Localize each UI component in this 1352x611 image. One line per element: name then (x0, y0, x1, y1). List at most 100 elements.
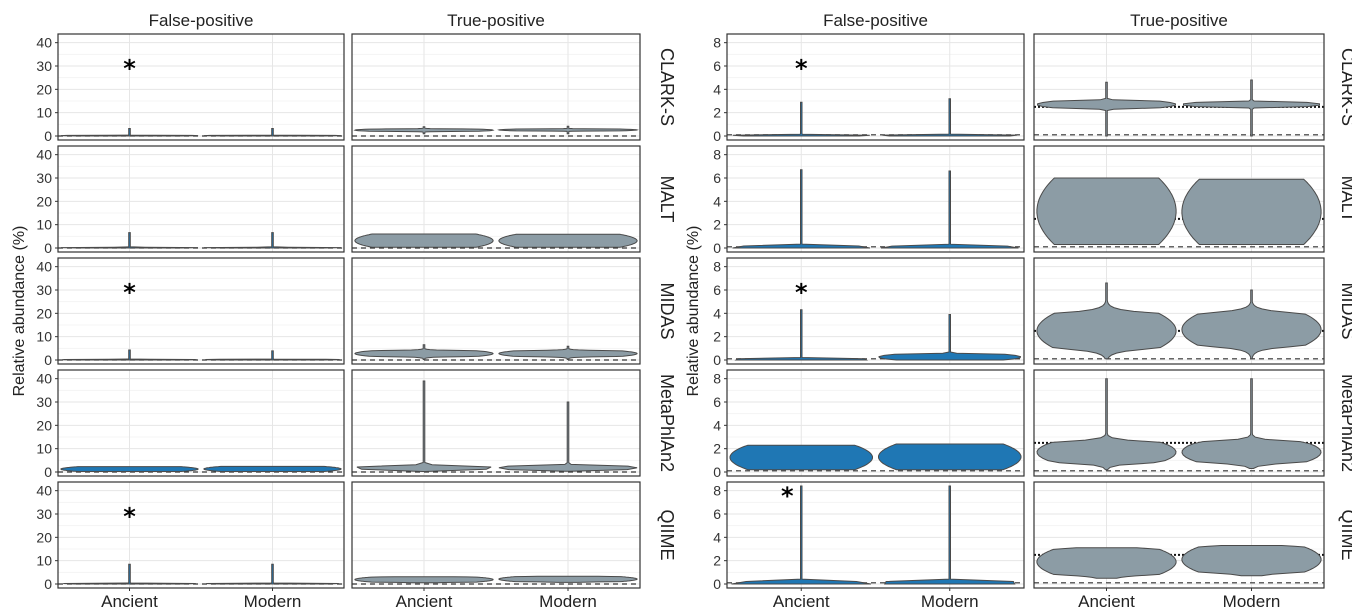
y-tick-label: 20 (36, 305, 52, 321)
cell-background (58, 482, 344, 588)
significance-star: * (123, 278, 136, 306)
violin-ancient (732, 169, 871, 249)
cell-background (727, 34, 1024, 140)
column-title: True-positive (1130, 11, 1228, 30)
y-axis-label: Relative abundance (%) (11, 226, 28, 397)
cell-border (57, 481, 345, 589)
violin-modern (205, 350, 340, 361)
x-tick-label: Ancient (396, 592, 453, 611)
significance-star: * (795, 54, 808, 82)
significance-star: * (795, 278, 808, 306)
row-strip-label: MALT (657, 176, 677, 223)
y-tick-label: 8 (713, 371, 721, 387)
cell-background (58, 146, 344, 252)
cell-border (726, 257, 1025, 365)
violin-ancient (60, 466, 199, 472)
y-tick-label: 10 (36, 105, 52, 121)
violin-ancient (1036, 282, 1177, 360)
y-tick-label: 40 (36, 35, 52, 51)
violin-ancient (60, 128, 199, 137)
facet-cell: Ancient Modern (351, 481, 641, 611)
violin-ancient (1036, 547, 1177, 579)
row-strip-label: MetaPhlAn2 (1338, 374, 1352, 472)
y-tick-label: 6 (713, 170, 721, 186)
cell-background (58, 258, 344, 364)
y-tick-label: 0 (44, 464, 52, 480)
cell-border (351, 369, 641, 477)
cell-border (351, 257, 641, 365)
row-strip-label: MetaPhlAn2 (657, 374, 677, 472)
violin-ancient (729, 444, 873, 471)
row-strip-label: CLARK-S (657, 48, 677, 126)
column-title: False-positive (149, 11, 254, 30)
row-strip-label: QIIME (657, 509, 677, 560)
x-tick-label: Ancient (101, 592, 158, 611)
y-tick-label: 6 (713, 282, 721, 298)
cell-background (727, 146, 1024, 252)
cell-border (726, 481, 1025, 589)
y-tick-label: 4 (713, 529, 721, 545)
facet-cell (1033, 33, 1325, 141)
violin-panel-2: False-positive True-positive Relative abun… (685, 11, 1352, 611)
y-tick-label: 10 (36, 329, 52, 345)
cell-border (57, 369, 345, 477)
facet-cell (351, 145, 641, 253)
y-tick-label: 6 (713, 394, 721, 410)
facet-cell: 0 10 20 30 40 * Ancient Modern (36, 481, 345, 611)
y-tick-label: 40 (36, 147, 52, 163)
cell-background (58, 34, 344, 140)
violin-modern (203, 465, 342, 472)
y-tick-label: 20 (36, 81, 52, 97)
y-tick-label: 30 (36, 394, 52, 410)
y-tick-label: 0 (44, 576, 52, 592)
y-tick-label: 2 (713, 553, 721, 569)
violin-modern (878, 314, 1022, 361)
facet-cell: 0 2 4 6 8 (713, 369, 1025, 480)
violin-ancient (734, 309, 869, 361)
facet-cell: 0 10 20 30 40 * (36, 33, 345, 144)
y-tick-label: 0 (713, 128, 721, 144)
row-strip-label: MIDAS (657, 282, 677, 339)
y-tick-label: 10 (36, 441, 52, 457)
facet-cell (1033, 257, 1325, 365)
x-tick-label: Modern (1223, 592, 1281, 611)
y-tick-label: 2 (713, 105, 721, 121)
cell-border (1033, 33, 1325, 141)
violin-modern (498, 345, 638, 360)
significance-star: * (123, 502, 136, 530)
y-tick-label: 2 (713, 441, 721, 457)
y-tick-label: 8 (713, 259, 721, 275)
violin-ancient (60, 232, 199, 249)
cell-background (352, 370, 640, 476)
cell-border (726, 33, 1025, 141)
violin-ancient (1036, 378, 1177, 471)
cell-background (1034, 34, 1324, 140)
cell-border (1033, 481, 1325, 589)
y-tick-label: 0 (713, 352, 721, 368)
y-tick-label: 20 (36, 417, 52, 433)
y-tick-label: 0 (44, 128, 52, 144)
violin-modern (498, 401, 638, 472)
facet-cell: 0 10 20 30 40 * (36, 257, 345, 368)
x-tick-label: Ancient (773, 592, 830, 611)
y-tick-label: 30 (36, 506, 52, 522)
column-title: True-positive (447, 11, 545, 30)
violin-modern (883, 485, 1016, 585)
y-tick-label: 4 (713, 305, 721, 321)
y-tick-label: 8 (713, 147, 721, 163)
facet-cell: 0 2 4 6 8 * (713, 33, 1025, 144)
cell-border (57, 145, 345, 253)
violin-modern (1181, 178, 1322, 245)
facet-cell: Ancient Modern (1033, 481, 1325, 611)
cell-border (351, 145, 641, 253)
x-tick-label: Modern (921, 592, 979, 611)
y-tick-label: 4 (713, 417, 721, 433)
y-tick-label: 20 (36, 529, 52, 545)
violin-ancient (354, 344, 494, 360)
violin-modern (1181, 545, 1322, 577)
violin-modern (880, 170, 1019, 249)
y-tick-label: 10 (36, 553, 52, 569)
violin-modern (203, 128, 342, 137)
y-tick-label: 20 (36, 193, 52, 209)
